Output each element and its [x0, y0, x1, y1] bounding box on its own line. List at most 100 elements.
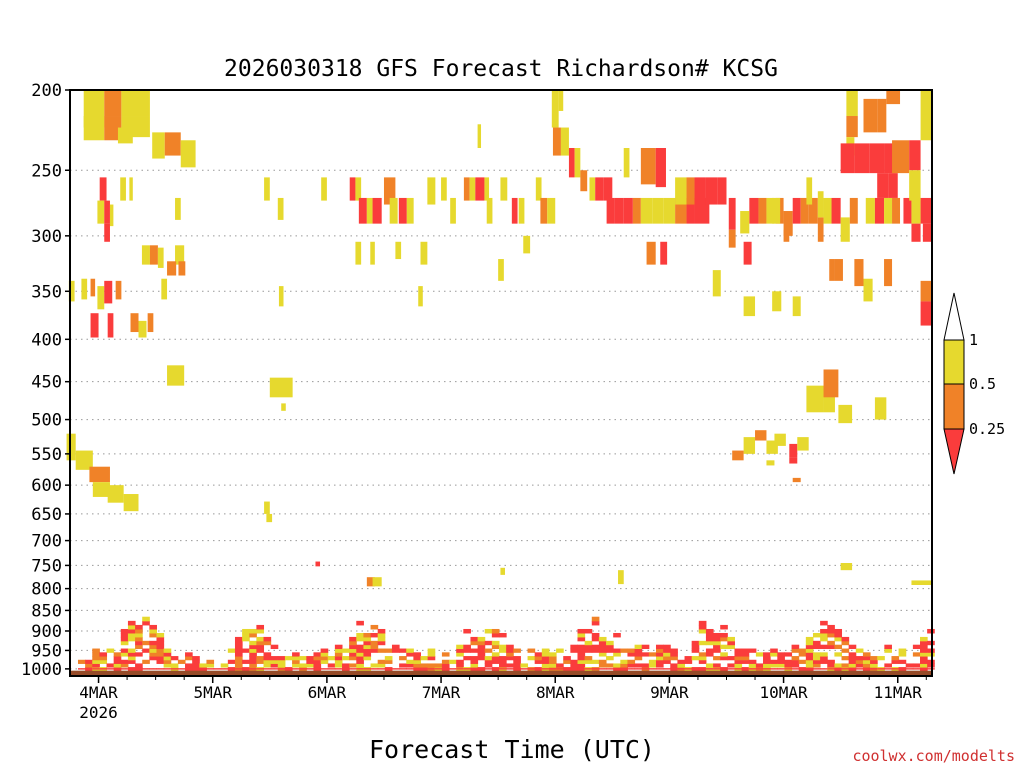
- surface-cell: [634, 648, 643, 653]
- data-cell: [123, 494, 139, 512]
- surface-cell: [805, 668, 814, 670]
- surface-cell: [263, 659, 272, 664]
- data-cell: [663, 197, 676, 224]
- surface-cell: [163, 648, 172, 653]
- data-cell: [278, 286, 284, 307]
- surface-cell: [327, 663, 336, 668]
- surface-cell: [334, 656, 343, 661]
- surface-cell: [135, 636, 143, 642]
- surface-cell: [499, 656, 507, 661]
- surface-cell: [506, 663, 514, 668]
- surface-cell: [777, 668, 785, 670]
- surface-cell: [249, 644, 257, 650]
- surface-cell: [727, 663, 735, 668]
- surface-cell: [356, 656, 364, 661]
- data-cell: [823, 197, 832, 224]
- surface-cell: [548, 659, 557, 664]
- surface-cell: [99, 659, 108, 664]
- surface-cell: [249, 668, 257, 670]
- surface-cell: [841, 640, 850, 646]
- surface-cell: [156, 659, 165, 664]
- surface-cell: [784, 668, 793, 670]
- surface-cell: [413, 668, 422, 670]
- surface-cell: [234, 640, 243, 646]
- surface-cell: [591, 659, 600, 664]
- data-cell: [884, 197, 893, 224]
- surface-cell: [548, 652, 557, 657]
- surface-cell: [449, 668, 457, 670]
- surface-cell: [92, 656, 100, 661]
- surface-cell: [234, 668, 243, 670]
- surface-cell: [548, 663, 557, 668]
- surface-cell: [170, 663, 179, 668]
- surface-cell: [156, 644, 165, 650]
- surface-cell: [584, 648, 593, 653]
- surface-cell: [541, 648, 550, 653]
- surface-cell: [349, 663, 357, 668]
- data-cell: [920, 280, 932, 302]
- surface-cell: [227, 648, 236, 653]
- surface-cell: [720, 652, 728, 657]
- surface-cell: [92, 659, 100, 664]
- surface-cell: [249, 640, 257, 646]
- surface-cell: [698, 628, 707, 634]
- data-cell: [909, 140, 921, 171]
- data-cell: [321, 177, 327, 201]
- surface-cell: [306, 668, 314, 670]
- data-cell: [104, 223, 110, 242]
- surface-cell: [713, 640, 721, 646]
- data-cell: [109, 204, 114, 227]
- surface-cell: [156, 668, 165, 670]
- data-cell: [97, 286, 105, 310]
- data-cell: [863, 98, 878, 133]
- surface-cell: [377, 659, 386, 664]
- surface-cell: [648, 663, 657, 668]
- surface-cell: [127, 632, 136, 638]
- surface-cell: [234, 656, 243, 661]
- surface-cell: [720, 644, 728, 650]
- y-tick-label: 400: [31, 330, 62, 350]
- data-cell: [831, 197, 841, 224]
- surface-cell: [256, 644, 265, 650]
- grid-lines: [70, 169, 932, 670]
- surface-cell: [570, 659, 578, 664]
- surface-cell: [763, 663, 771, 668]
- surface-cell: [370, 640, 379, 646]
- surface-cell: [598, 648, 607, 653]
- ground-strip: [70, 670, 932, 676]
- surface-cell: [406, 663, 414, 668]
- surface-cell: [641, 652, 650, 657]
- data-cell: [269, 377, 293, 398]
- surface-cell: [862, 663, 871, 668]
- surface-cell: [313, 656, 322, 661]
- surface-cell: [556, 663, 564, 668]
- surface-cell: [156, 652, 165, 657]
- data-cell: [107, 485, 124, 503]
- surface-cell: [684, 659, 693, 664]
- surface-cell: [805, 652, 814, 657]
- x-tick-label: 8MAR: [536, 683, 575, 702]
- surface-cell: [777, 663, 785, 668]
- surface-cell: [363, 668, 372, 670]
- surface-cell: [920, 656, 928, 661]
- surface-cell: [413, 663, 422, 668]
- data-cell: [406, 197, 414, 224]
- data-cell: [743, 241, 752, 265]
- surface-cell: [841, 648, 850, 653]
- data-cell: [892, 140, 910, 174]
- surface-cell: [391, 648, 400, 653]
- surface-cell: [99, 656, 108, 661]
- surface-cell: [120, 668, 129, 670]
- y-tick-label: 750: [31, 556, 62, 576]
- credit-text[interactable]: coolwx.com/modelts: [852, 747, 1015, 765]
- surface-cell: [120, 659, 129, 664]
- surface-cell: [113, 652, 122, 657]
- data-cell: [115, 280, 122, 300]
- surface-cell: [613, 668, 621, 670]
- surface-cell: [163, 659, 172, 664]
- surface-cell: [541, 663, 550, 668]
- data-cell: [874, 397, 887, 420]
- surface-cell: [92, 668, 100, 670]
- data-cell: [366, 577, 375, 587]
- surface-cell: [377, 628, 386, 634]
